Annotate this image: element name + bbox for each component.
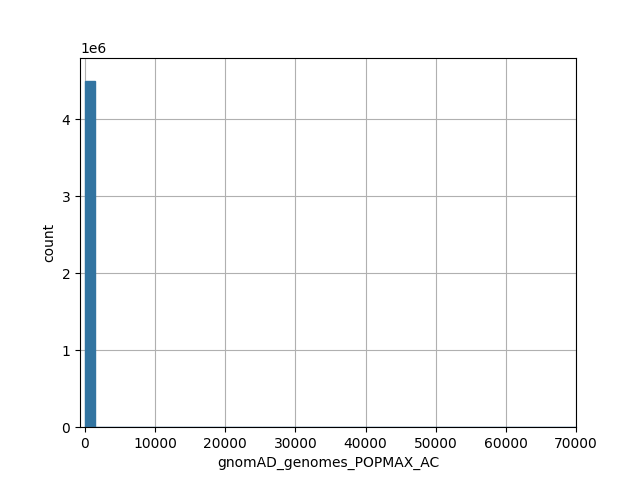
Y-axis label: count: count [42, 223, 56, 262]
X-axis label: gnomAD_genomes_POPMAX_AC: gnomAD_genomes_POPMAX_AC [217, 456, 439, 470]
Bar [85, 81, 95, 427]
